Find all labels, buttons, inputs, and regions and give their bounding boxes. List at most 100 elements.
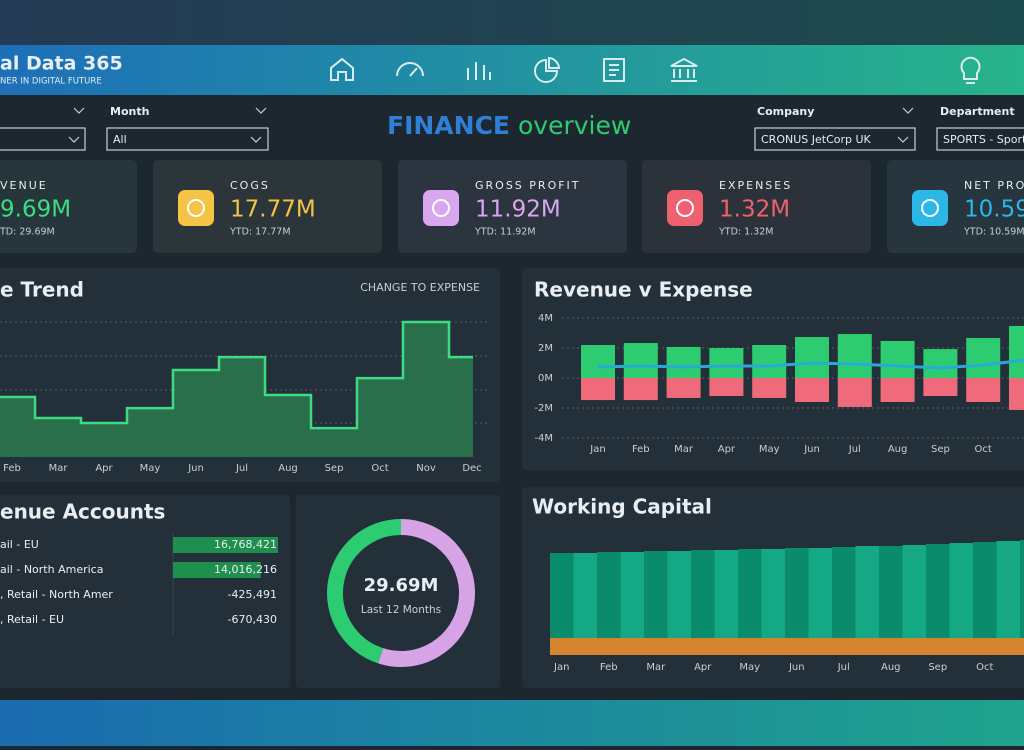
bar bbox=[581, 345, 615, 378]
bar bbox=[880, 340, 915, 378]
bar-segment bbox=[996, 541, 1020, 638]
kpi-card-base bbox=[642, 160, 871, 253]
line bbox=[597, 358, 1024, 370]
data-bar bbox=[173, 562, 261, 578]
x-tick-label: May bbox=[759, 444, 780, 455]
bar-segment bbox=[1020, 540, 1024, 638]
bar bbox=[966, 337, 1001, 378]
donut-segment bbox=[378, 519, 475, 667]
content: VENUE 9.69M TD: 29.69M COGS 17.77M YTD: 17.77… bbox=[0, 160, 1024, 673]
bar-segment bbox=[644, 551, 668, 638]
kpi-icon bbox=[667, 190, 703, 226]
bar-segment bbox=[714, 638, 738, 655]
bar-segment bbox=[926, 638, 950, 655]
bar-segment bbox=[996, 638, 1020, 655]
bar-segment bbox=[832, 638, 856, 655]
x-tick-label: Jul bbox=[848, 444, 861, 455]
bar bbox=[666, 346, 701, 378]
x-tick-label: Sep bbox=[931, 444, 950, 455]
bar-segment bbox=[620, 552, 644, 638]
bar-segment bbox=[808, 638, 832, 655]
bar-segment bbox=[902, 545, 926, 638]
x-tick-label: Feb bbox=[600, 662, 618, 673]
bar-segment bbox=[667, 638, 691, 655]
bar bbox=[581, 378, 615, 401]
filter-value[interactable]: SPORTS - Sports bbox=[943, 133, 1024, 146]
step-area bbox=[35, 417, 81, 457]
x-tick-label: Mar bbox=[49, 463, 69, 474]
idea-icon[interactable] bbox=[960, 56, 981, 84]
report-icon[interactable] bbox=[603, 58, 625, 82]
dropdown[interactable] bbox=[754, 127, 916, 151]
bar-segment bbox=[949, 638, 973, 655]
step-area bbox=[127, 408, 173, 457]
title-accent: overview bbox=[518, 111, 631, 140]
bar-segment bbox=[855, 638, 879, 655]
bar bbox=[837, 334, 872, 378]
y-tick-label: 4M bbox=[538, 313, 553, 324]
bar-segment bbox=[879, 638, 903, 655]
row-value: -425,491 bbox=[228, 588, 277, 601]
filter-label: Company bbox=[757, 105, 814, 118]
x-tick-label: Feb bbox=[632, 444, 650, 455]
donut-value: 29.69M bbox=[364, 575, 439, 596]
chevron bbox=[902, 107, 914, 114]
x-tick-label: Jun bbox=[803, 444, 820, 455]
bar-segment bbox=[620, 638, 644, 655]
dropdown[interactable] bbox=[0, 127, 86, 151]
step-area bbox=[219, 357, 265, 457]
filter-value[interactable]: All bbox=[113, 133, 127, 146]
bar-segment bbox=[855, 546, 879, 638]
bar-segment bbox=[1020, 638, 1024, 655]
bar bbox=[795, 378, 829, 402]
x-tick-label: Jul bbox=[837, 662, 850, 673]
chart-title: e Trend bbox=[0, 278, 84, 302]
kpi-icon bbox=[912, 190, 948, 226]
footer-band bbox=[0, 700, 1024, 746]
donut-label: Last 12 Months bbox=[361, 604, 441, 616]
gauge-icon[interactable] bbox=[396, 62, 424, 77]
x-tick-label: Apr bbox=[718, 444, 736, 455]
bars-icon[interactable] bbox=[467, 62, 491, 80]
dropdown[interactable] bbox=[936, 127, 1024, 151]
bar bbox=[1009, 325, 1024, 378]
nav-icons bbox=[330, 56, 981, 84]
kpi-value: 1.32M bbox=[719, 197, 790, 223]
pie-icon[interactable] bbox=[534, 56, 561, 83]
step-area bbox=[311, 428, 357, 457]
home-icon[interactable] bbox=[330, 57, 354, 81]
row-value: 16,768,421 bbox=[214, 538, 277, 551]
bar-segment bbox=[714, 550, 738, 638]
bar bbox=[709, 348, 744, 378]
chevron bbox=[250, 136, 262, 143]
kpi-card-base bbox=[0, 160, 137, 253]
kpi-ytd: YTD: 11.92M bbox=[474, 227, 536, 238]
bank-icon[interactable] bbox=[670, 57, 698, 82]
kpi-value: 10.59 bbox=[964, 197, 1024, 223]
x-tick-label: Apr bbox=[95, 463, 113, 474]
x-tick-label: Aug bbox=[881, 662, 901, 673]
x-tick-label: Jun bbox=[788, 662, 805, 673]
kpi-label: GROSS PROFIT bbox=[475, 179, 581, 192]
filter-value[interactable]: CRONUS JetCorp UK bbox=[761, 133, 872, 146]
row-name: ail - EU bbox=[0, 538, 39, 551]
dropdown[interactable] bbox=[106, 127, 269, 151]
kpi-icon-glyph bbox=[676, 199, 694, 217]
chevron bbox=[68, 136, 80, 143]
bar-segment bbox=[691, 550, 715, 638]
chart-title: enue Accounts bbox=[0, 500, 165, 524]
bar bbox=[837, 378, 872, 407]
kpi-value: 9.69M bbox=[0, 197, 71, 223]
x-tick-label: Oct bbox=[371, 463, 388, 474]
step-area bbox=[357, 378, 403, 457]
row-name: ail - North America bbox=[0, 563, 103, 576]
page-title: FINANCE overview bbox=[387, 111, 631, 140]
chart-title: Revenue v Expense bbox=[534, 278, 753, 302]
x-tick-label: Nov bbox=[416, 463, 436, 474]
x-tick-label: May bbox=[140, 463, 161, 474]
kpi-label: COGS bbox=[230, 179, 270, 192]
x-tick-label: Aug bbox=[888, 444, 908, 455]
bar-segment bbox=[973, 542, 997, 638]
step-area bbox=[449, 357, 473, 457]
chart-title: Working Capital bbox=[532, 495, 712, 519]
